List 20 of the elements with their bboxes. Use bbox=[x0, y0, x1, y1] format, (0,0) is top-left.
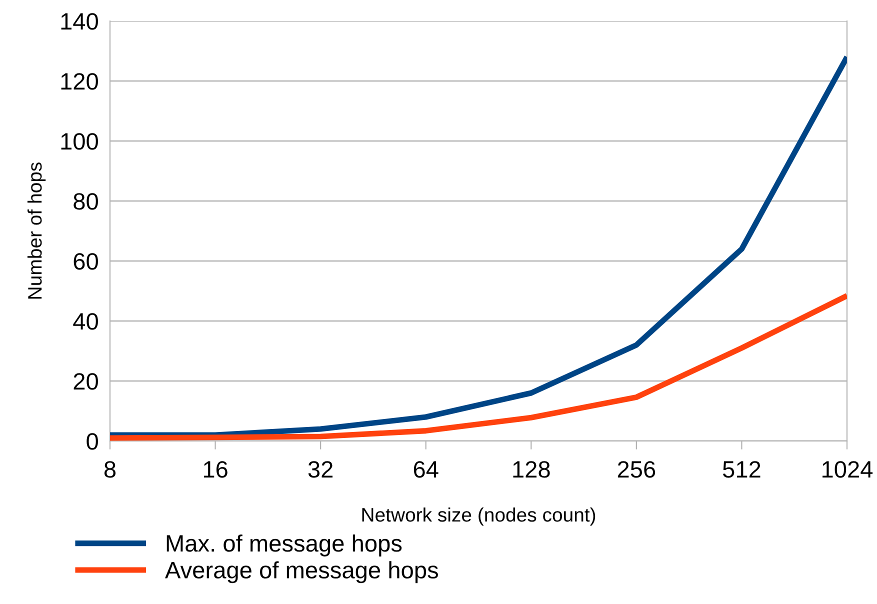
y-tick-label: 140 bbox=[61, 13, 98, 30]
y-tick-label: 80 bbox=[74, 193, 98, 210]
legend-label: Max. of message hops bbox=[166, 534, 402, 556]
x-tick-label: 16 bbox=[204, 461, 228, 478]
y-tick-label: 100 bbox=[61, 133, 98, 150]
x-tick-label: 8 bbox=[104, 461, 116, 478]
x-tick-label: 64 bbox=[414, 461, 438, 478]
x-tick-label: 32 bbox=[308, 461, 333, 478]
y-tick-label: 60 bbox=[74, 253, 98, 270]
x-axis-title: Network size (nodes count) bbox=[362, 507, 596, 526]
x-tick-label: 1024 bbox=[822, 461, 873, 478]
y-tick-label: 40 bbox=[73, 313, 98, 330]
x-tick-label: 256 bbox=[618, 461, 656, 478]
y-tick-label: 0 bbox=[86, 433, 98, 450]
y-tick-label: 120 bbox=[61, 73, 98, 90]
y-axis-title: Number of hops bbox=[27, 162, 46, 299]
x-tick-label: 512 bbox=[722, 461, 760, 478]
y-tick-label: 20 bbox=[74, 373, 98, 390]
x-tick-label: 128 bbox=[513, 461, 550, 478]
legend-label: Average of message hops bbox=[164, 561, 438, 584]
